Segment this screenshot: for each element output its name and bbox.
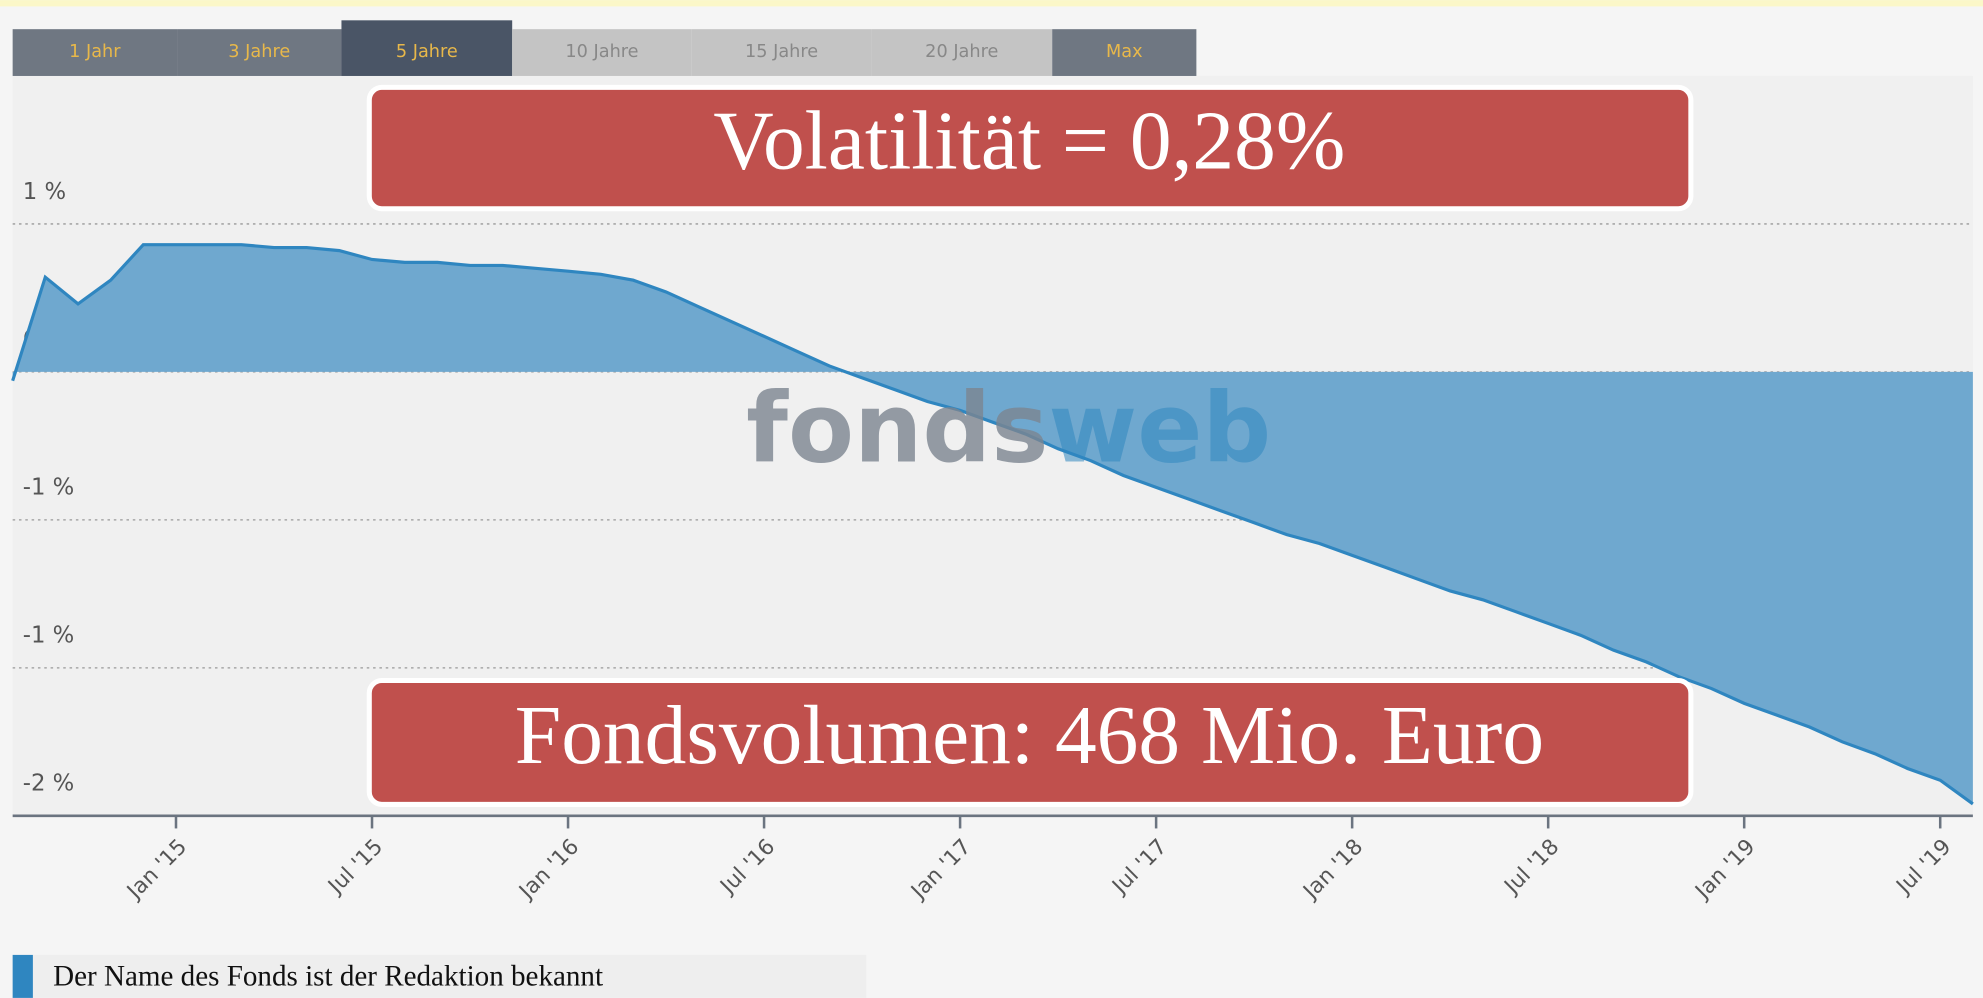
range-button-label[interactable]: 1 Jahr [69,42,121,62]
range-button[interactable] [1052,29,1197,76]
watermark-left: fonds [746,373,1048,485]
annotation-text: Volatilität = 0,28% [713,95,1345,187]
top-strip [0,0,1983,7]
range-button-label[interactable]: 5 Jahre [396,42,458,62]
range-button[interactable] [871,29,1053,76]
range-button[interactable] [691,29,872,76]
legend-box [12,954,867,998]
annotation: Fondsvolumen: 468 Mio. Euro [366,677,1694,807]
watermark-right: web [1048,373,1271,485]
range-button[interactable] [177,29,342,76]
y-tick-label: -2 % [23,771,75,797]
area [12,244,1973,804]
annotation-text: Fondsvolumen: 468 Mio. Euro [515,690,1544,782]
legend-label[interactable]: Der Name des Fonds ist der Redaktion bek… [53,961,603,993]
range-button[interactable] [512,29,692,76]
range-button-label[interactable]: 10 Jahre [565,42,638,62]
range-button-label[interactable]: Max [1106,42,1143,62]
annotation-box [366,84,1694,212]
y-tick-label: 1 % [23,179,66,205]
range-button[interactable] [12,29,178,76]
y-tick-label: -1 % [23,475,75,501]
annotation-box [366,677,1694,807]
legend-swatch [12,954,33,998]
range-button-label[interactable]: 20 Jahre [925,42,998,62]
range-button-label[interactable]: 3 Jahre [228,42,290,62]
range-buttons: 1 Jahr 3 Jahre 5 Jahre 10 Jahre 15 Jahre 20 J… [12,20,1197,76]
range-button[interactable] [341,20,513,76]
annotation: Volatilität = 0,28% [366,84,1694,212]
y-tick-label: -1 % [23,623,75,649]
line [11,243,1974,806]
watermark: fondsweb [746,373,1271,485]
plot [11,243,1974,806]
range-button-label[interactable]: 15 Jahre [745,42,818,62]
